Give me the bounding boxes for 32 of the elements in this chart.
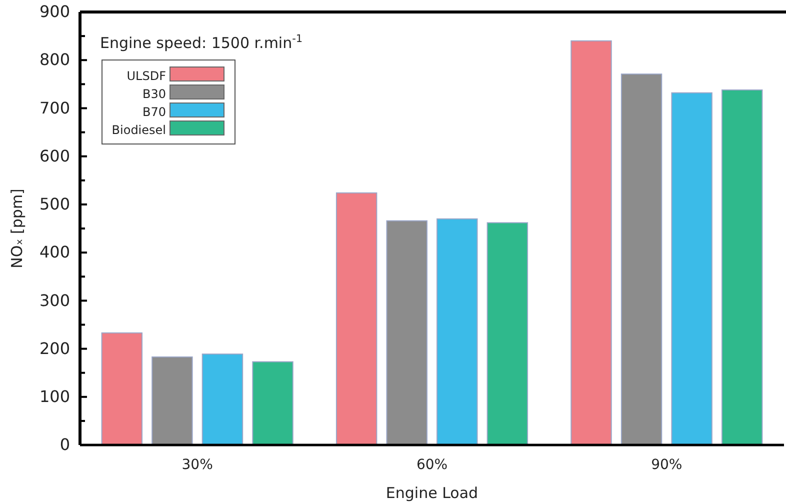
- y-tick-label: 700: [39, 98, 70, 118]
- x-tick-label: 60%: [416, 457, 448, 473]
- bar: [386, 220, 428, 446]
- bar: [336, 192, 378, 446]
- y-tick-label: 800: [39, 50, 70, 70]
- bar: [202, 354, 244, 446]
- y-tick-label: 200: [39, 338, 70, 358]
- y-tick-label: 100: [39, 387, 70, 406]
- y-tick-label: 900: [39, 2, 70, 22]
- y-tick-label: 500: [39, 194, 70, 214]
- bar: [570, 40, 612, 446]
- legend-label: B70: [142, 105, 166, 119]
- bar: [101, 332, 143, 446]
- annotation: Engine speed: 1500 r.min$^{-1}$: [100, 33, 303, 52]
- y-axis-title: NOₓ [ppm]: [8, 188, 26, 268]
- bar: [620, 74, 662, 446]
- bar: [252, 361, 294, 446]
- y-tick-label: 400: [39, 242, 70, 262]
- legend-label: Biodiesel: [112, 123, 166, 137]
- y-tick-label: 300: [39, 290, 70, 310]
- bar: [721, 89, 763, 446]
- x-tick-label: 30%: [182, 457, 213, 473]
- y-tick-label: 600: [39, 146, 70, 166]
- bar: [671, 92, 712, 446]
- bar: [486, 222, 528, 446]
- x-axis-title: Engine Load: [386, 484, 478, 502]
- x-tick-label: 90%: [651, 457, 682, 473]
- y-tick-label: 0: [60, 435, 70, 454]
- legend-label: ULSDF: [126, 69, 166, 83]
- bar: [436, 218, 478, 446]
- legend-label: B30: [142, 87, 166, 101]
- bar: [152, 356, 193, 446]
